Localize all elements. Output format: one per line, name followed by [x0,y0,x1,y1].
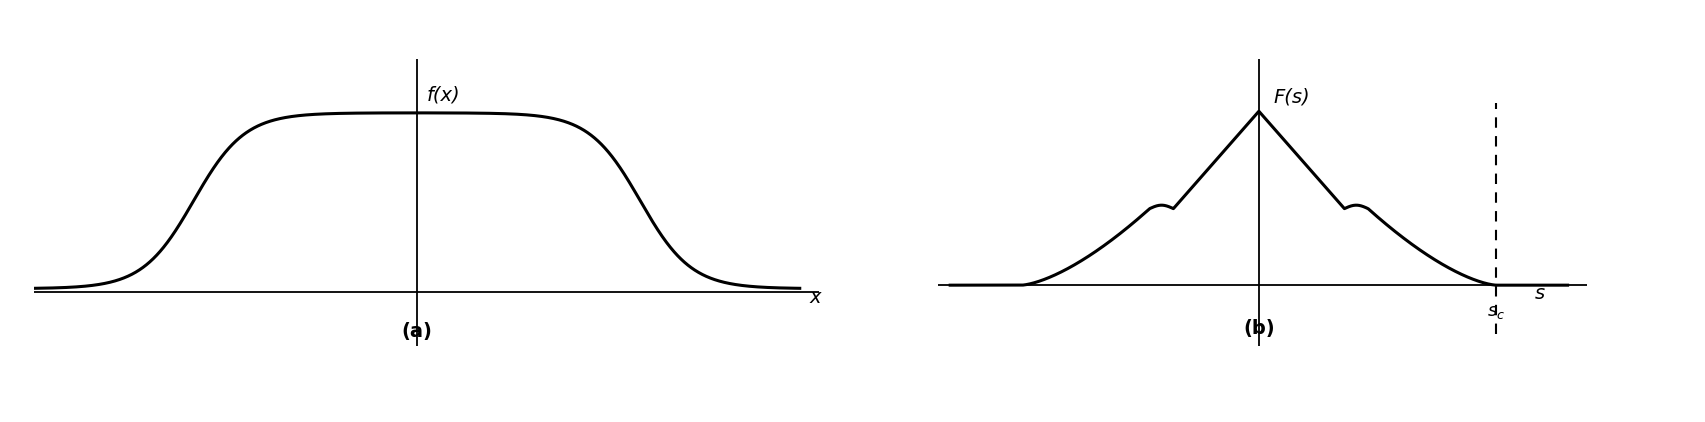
Text: s: s [1533,284,1543,303]
Text: $s_c$: $s_c$ [1487,303,1504,321]
Text: (a): (a) [401,322,431,341]
Text: x: x [808,288,820,307]
Text: (b): (b) [1243,319,1274,338]
Text: f(x): f(x) [426,85,460,105]
Text: F(s): F(s) [1272,88,1309,107]
